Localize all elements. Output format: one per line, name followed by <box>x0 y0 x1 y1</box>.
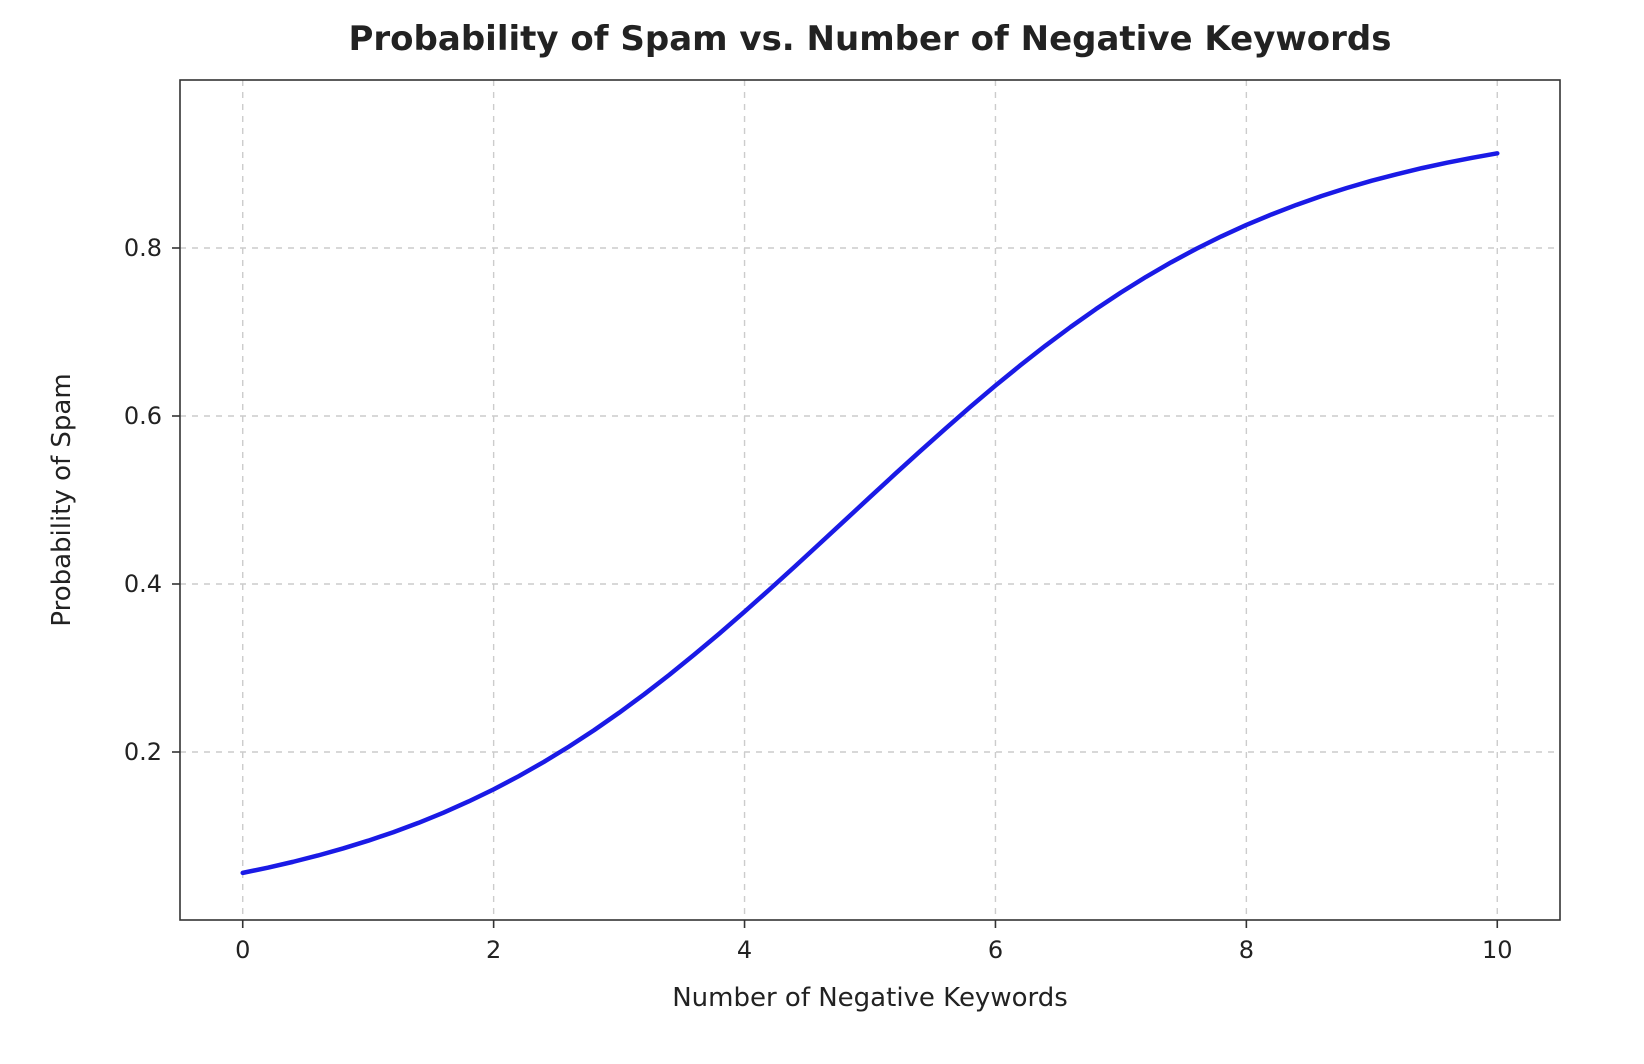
x-tick-label: 0 <box>235 936 250 964</box>
y-tick-label: 0.8 <box>124 234 162 262</box>
y-tick-label: 0.2 <box>124 738 162 766</box>
x-tick-label: 8 <box>1239 936 1254 964</box>
x-tick-label: 10 <box>1482 936 1513 964</box>
y-tick-label: 0.6 <box>124 402 162 430</box>
chart-container: 0 2 4 6 8 10 0.2 0.4 0.6 0.8 Probability of Spam v… <box>0 0 1644 1064</box>
x-tick-label: 4 <box>737 936 752 964</box>
y-axis-label: Probability of Spam <box>47 373 77 626</box>
chart-title: Probability of Spam vs. Number of Negati… <box>349 19 1392 59</box>
x-axis-label: Number of Negative Keywords <box>672 983 1068 1013</box>
y-tick-label: 0.4 <box>124 570 162 598</box>
x-tick-label: 2 <box>486 936 501 964</box>
x-tick-label: 6 <box>988 936 1003 964</box>
line-chart: 0 2 4 6 8 10 0.2 0.4 0.6 0.8 Probability of Spam v… <box>0 0 1644 1064</box>
